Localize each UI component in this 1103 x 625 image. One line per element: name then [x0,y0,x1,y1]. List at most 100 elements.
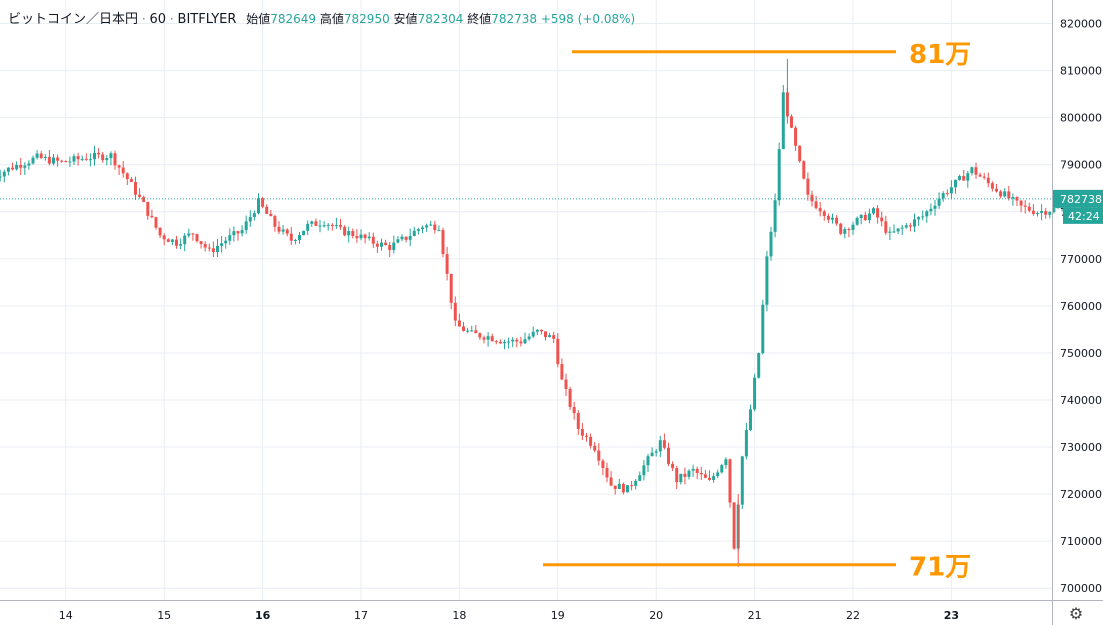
candle-body [744,430,748,457]
candle-body [626,485,629,493]
candle-body [847,229,851,231]
x-tick-label: 18 [452,609,466,622]
candle-body [351,231,355,237]
candle-body [613,485,617,489]
symbol-name[interactable]: ビットコイン／日本円 [8,12,139,27]
chart-header: ビットコイン／日本円 · 60 · BITFLYER 始値782649 高値78… [8,8,635,27]
candle-body [76,156,80,160]
open-value: 782649 [270,12,317,26]
candle-body [937,198,941,206]
candle-body [794,127,798,146]
candle-body [810,194,814,202]
candle-body [900,227,904,229]
candle-body [404,236,408,240]
candle-body [954,179,957,188]
candle-body [363,234,367,239]
candle-body [720,465,724,473]
candle-body [908,225,912,227]
candle-body [306,223,310,231]
candle-body [261,198,265,207]
candle-body [179,244,183,246]
candle-body [330,224,334,226]
candle-body [60,160,64,162]
candle-body [609,477,613,486]
candle-body [749,409,752,431]
candle-body [839,223,843,234]
candle-body [232,231,236,236]
candle-body [449,273,453,303]
candle-body [818,208,822,212]
close-label: 終値 [467,12,492,26]
candle-body [425,225,429,228]
separator-dot: · [141,12,146,26]
settings-button[interactable]: ⚙ [1066,604,1086,624]
candle-body [64,161,68,163]
y-tick-label: 770000 [1060,253,1102,266]
candle-body [457,320,461,327]
candle-body [511,339,515,342]
candle-body [708,477,711,480]
candle-body [999,191,1003,197]
candle-body [277,226,281,232]
candle-body [712,476,716,480]
candle-body [646,456,650,466]
y-tick-label: 700000 [1060,582,1102,595]
exchange-label[interactable]: BITFLYER [177,12,237,27]
candle-body [892,231,896,233]
candle-body [154,217,158,228]
candle-body [560,364,564,380]
x-tick-label: 15 [157,609,171,622]
open-label: 始値 [246,12,271,26]
candle-body [170,239,174,242]
candle-body [740,456,744,505]
candle-body [572,407,576,414]
candle-body [556,338,560,365]
candle-body [630,485,634,487]
candle-body [527,336,531,340]
candle-body [978,174,982,177]
candle-body [642,465,646,476]
candle-body [535,329,539,332]
candle-body [941,193,945,199]
candle-body [158,227,162,236]
candle-body [1044,211,1048,215]
candle-body [1052,208,1056,213]
y-tick-label: 820000 [1060,18,1102,31]
candle-body [576,413,580,429]
candle-body [876,208,880,218]
candle-body [175,239,178,246]
candle-body [343,226,347,236]
candle-body [605,468,609,478]
candle-body [863,214,867,221]
candle-body [281,229,285,232]
candle-body [1048,212,1052,215]
candle-body [6,167,10,172]
candle-body [359,234,363,239]
candle-body [671,463,675,469]
level-label-lower: 71万 [909,553,971,583]
candle-body [216,245,219,253]
x-tick-label: 16 [255,609,271,622]
candle-body [183,235,187,245]
x-tick-label: 20 [649,609,663,622]
candle-body [105,158,109,161]
y-tick-label: 810000 [1060,65,1102,78]
candle-body [798,145,802,162]
candle-body [416,229,420,231]
candle-body [445,254,449,274]
interval-label[interactable]: 60 [149,12,167,27]
candle-body [302,230,306,236]
candle-body [392,242,396,251]
candle-body [367,236,371,239]
candle-body [568,388,572,408]
candle-body [400,236,404,240]
candle-body [150,215,154,218]
candle-body [539,329,543,332]
candle-body [27,163,31,166]
candle-body [134,181,137,195]
candle-body [318,225,322,227]
candle-body [93,152,96,160]
candle-body [662,440,666,448]
